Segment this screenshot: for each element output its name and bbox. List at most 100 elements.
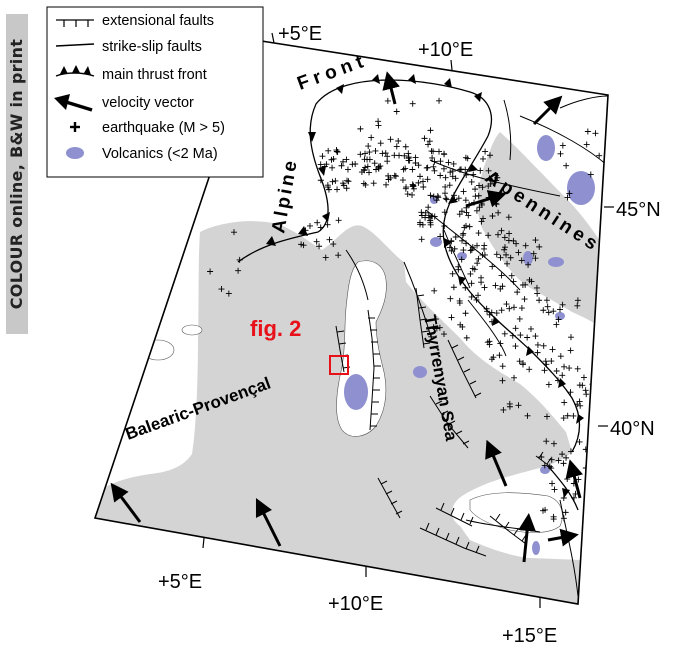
earthquake-marker (506, 403, 513, 410)
earthquake-marker (562, 509, 569, 516)
earthquake-marker (497, 285, 504, 292)
earthquake-marker (538, 454, 545, 461)
earthquake-marker (391, 172, 398, 179)
earthquake-marker (483, 305, 490, 312)
earthquake-marker (448, 314, 455, 321)
earthquake-marker (475, 292, 482, 299)
earthquake-marker (543, 438, 550, 445)
strike-slip-fault (425, 209, 521, 291)
extensional-fault-ticks (336, 294, 552, 554)
earthquake-marker (566, 365, 573, 372)
earthquake-marker (500, 406, 507, 413)
earthquake-marker (343, 185, 350, 192)
earthquake-marker (332, 177, 339, 184)
earthquake-marker (501, 244, 508, 251)
earthquake-marker (441, 151, 448, 158)
earthquake-marker (559, 372, 566, 379)
earthquake-marker (548, 465, 555, 472)
earthquake-marker (493, 251, 500, 258)
earthquake-marker (534, 290, 541, 297)
earthquake-marker (448, 247, 455, 254)
velocity-vector-arrow (547, 528, 579, 547)
earthquake-marker (472, 186, 479, 193)
earthquake-marker (557, 353, 564, 360)
earthquake-marker (434, 193, 441, 200)
legend-label-volcanics: Volcanics (<2 Ma) (102, 146, 218, 162)
earthquake-marker (420, 183, 427, 190)
earthquake-marker (510, 304, 517, 311)
earthquake-marker (446, 182, 453, 189)
earthquake-marker (534, 349, 541, 356)
earthquake-marker (489, 177, 496, 184)
earthquake-marker (583, 141, 590, 148)
earthquake-markers (207, 97, 603, 523)
earthquake-marker (532, 255, 539, 262)
earthquake-marker (584, 128, 591, 135)
strike-slip-fault (503, 99, 512, 161)
fig2-inset-box (329, 355, 349, 375)
earthquake-marker (518, 305, 525, 312)
strike-slip-fault (403, 261, 433, 341)
earthquake-marker (349, 161, 356, 168)
extensional-fault (535, 455, 553, 469)
legend: extensional faults strike-slip faults ma… (46, 6, 264, 178)
strike-slip-fault (443, 229, 471, 289)
earthquake-marker (450, 160, 457, 167)
volcanic-patch (548, 257, 564, 267)
earthquake-marker (513, 240, 520, 247)
earthquake-marker (515, 402, 522, 409)
earthquake-marker (384, 97, 391, 104)
earthquake-marker (486, 341, 493, 348)
volcanic-patch (413, 366, 427, 378)
earthquake-marker (560, 515, 567, 522)
earthquake-marker (495, 231, 502, 238)
earthquake-marker (526, 276, 533, 283)
legend-labels: extensional faults strike-slip faults ma… (102, 13, 225, 162)
earthquake-marker (496, 352, 503, 359)
earthquake-marker (495, 209, 502, 216)
volcanic-patch (523, 251, 533, 265)
earthquake-marker (384, 158, 391, 165)
earthquake-marker (554, 377, 561, 384)
earthquake-marker (467, 247, 474, 254)
volcanic-patch (344, 374, 368, 410)
earthquake-marker (412, 154, 419, 161)
earthquake-marker (322, 254, 329, 261)
earthquake-marker (462, 197, 469, 204)
earthquake-marker (478, 279, 485, 286)
earthquake-marker (516, 358, 523, 365)
earthquake-marker (467, 270, 474, 277)
graticule-labels: +5°E +10°E 45°N 40°N +5°E +10°E +15°E (158, 23, 661, 646)
earthquake-marker (447, 295, 454, 302)
earthquake-marker (317, 224, 324, 231)
earthquake-marker (410, 182, 417, 189)
earthquake-marker (362, 150, 369, 157)
earthquake-marker (460, 247, 467, 254)
earthquake-marker (559, 451, 566, 458)
legend-velocity-symbol (54, 94, 93, 112)
earthquake-marker (550, 308, 557, 315)
earthquake-marker (501, 330, 508, 337)
earthquake-marker (456, 166, 463, 173)
lon-label-bottom-10e: +10°E (328, 593, 383, 615)
earthquake-marker (504, 260, 511, 267)
earthquake-marker (536, 243, 543, 250)
earthquake-marker (451, 245, 458, 252)
earthquake-marker (477, 167, 484, 174)
legend-volcanics-symbol (66, 147, 84, 159)
earthquake-marker (555, 316, 562, 323)
strike-slip-fault (559, 95, 608, 109)
earthquake-marker (387, 136, 394, 143)
earthquake-marker (474, 260, 481, 267)
earthquake-marker (427, 127, 434, 134)
earthquake-marker (370, 180, 377, 187)
earthquake-marker (236, 256, 243, 263)
earthquake-marker (448, 238, 455, 245)
volcanic-patch (540, 466, 550, 474)
earthquake-marker (549, 346, 556, 353)
earthquake-marker (480, 155, 487, 162)
earthquake-marker (522, 242, 529, 249)
earthquake-marker (441, 190, 448, 197)
earthquake-marker (419, 221, 426, 228)
earthquake-marker (324, 221, 331, 228)
